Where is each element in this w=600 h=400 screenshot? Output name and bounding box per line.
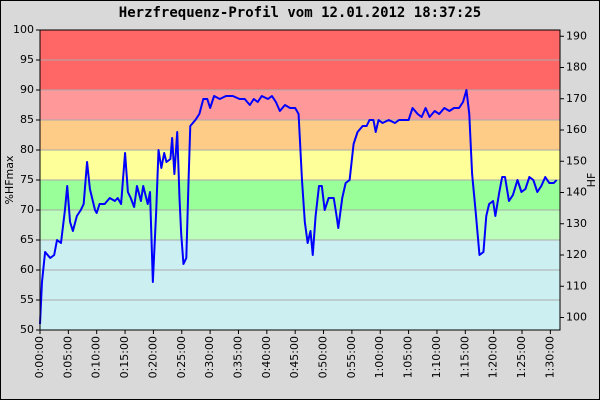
chart-title: Herzfrequenz-Profil vom 12.01.2012 18:37… <box>119 5 481 21</box>
x-tick-label: 0:25:00 <box>175 336 188 378</box>
zone-band <box>40 180 560 210</box>
x-tick-label: 1:00:00 <box>373 336 386 378</box>
y2-tick-label: 100 <box>566 311 587 324</box>
x-tick-label: 0:35:00 <box>231 336 244 378</box>
y-tick-label: 95 <box>20 53 34 66</box>
y-tick-label: 70 <box>20 203 34 216</box>
x-tick-label: 1:25:00 <box>515 336 528 378</box>
y2-tick-label: 160 <box>566 123 587 136</box>
y-tick-label: 80 <box>20 143 34 156</box>
y-tick-label: 65 <box>20 233 34 246</box>
x-tick-label: 1:30:00 <box>543 336 556 378</box>
x-tick-label: 0:55:00 <box>345 336 358 378</box>
y2-tick-label: 150 <box>566 154 587 167</box>
y2-tick-label: 130 <box>566 217 587 230</box>
y-tick-label: 75 <box>20 173 34 186</box>
y-axis-label: %HFmax <box>3 155 16 205</box>
x-tick-label: 1:20:00 <box>487 336 500 378</box>
y2-tick-label: 120 <box>566 248 587 261</box>
x-tick-label: 0:30:00 <box>203 336 216 378</box>
y2-tick-label: 140 <box>566 186 587 199</box>
x-tick-label: 0:20:00 <box>146 336 159 378</box>
x-tick-label: 0:45:00 <box>288 336 301 378</box>
plot-border <box>39 29 561 331</box>
plot-area <box>39 29 560 331</box>
y2-axis-label: HF <box>585 173 598 188</box>
y-tick-label: 85 <box>20 113 34 126</box>
x-tick-label: 1:15:00 <box>458 336 471 378</box>
y-tick-label: 90 <box>20 83 34 96</box>
y2-tick-label: 170 <box>566 92 587 105</box>
y2-tick-label: 180 <box>566 61 587 74</box>
x-tick-label: 0:00:00 <box>33 336 46 378</box>
zone-band <box>40 240 560 330</box>
y-tick-label: 100 <box>13 23 34 36</box>
x-tick-label: 1:10:00 <box>430 336 443 378</box>
x-tick-label: 0:40:00 <box>260 336 273 378</box>
hr-line <box>39 89 558 325</box>
y-tick-label: 50 <box>20 323 34 336</box>
x-tick-label: 0:05:00 <box>61 336 74 378</box>
x-tick-label: 0:10:00 <box>90 336 103 378</box>
x-tick-label: 1:05:00 <box>402 336 415 378</box>
y-tick-label: 60 <box>20 263 34 276</box>
zone-band <box>40 210 560 240</box>
y2-tick-label: 110 <box>566 279 587 292</box>
x-tick-label: 0:15:00 <box>118 336 131 378</box>
y2-tick-label: 190 <box>566 29 587 42</box>
y-tick-label: 55 <box>20 293 34 306</box>
zone-band <box>40 90 560 120</box>
x-tick-label: 0:50:00 <box>317 336 330 378</box>
